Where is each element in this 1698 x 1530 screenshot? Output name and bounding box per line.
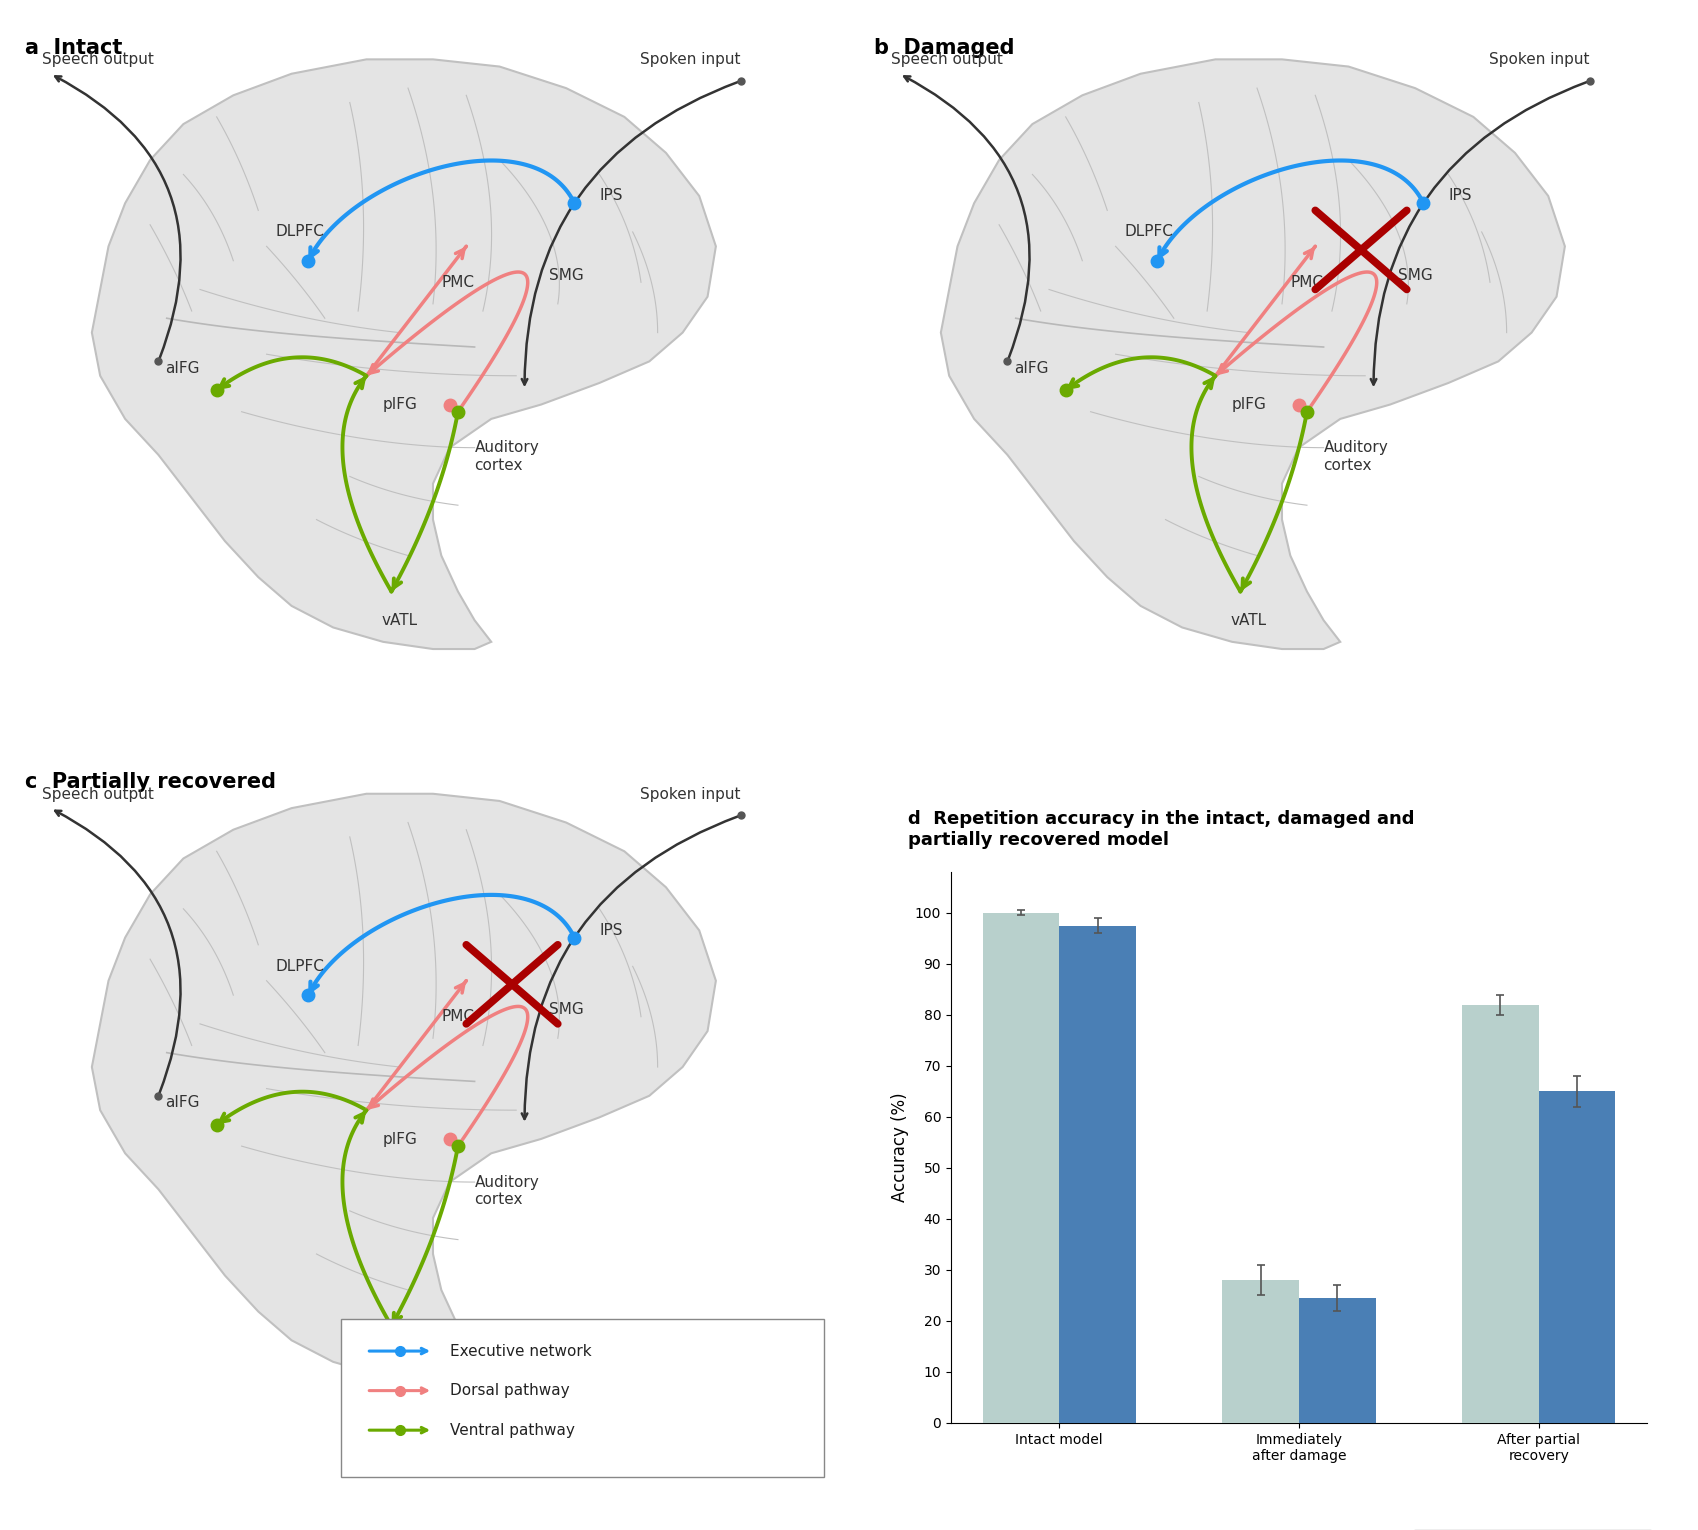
Text: Auditory
cortex: Auditory cortex (1324, 441, 1389, 473)
Text: vATL: vATL (1231, 614, 1267, 629)
Bar (1223, 1281, 1299, 1423)
Bar (1060, 926, 1136, 1423)
Polygon shape (941, 60, 1566, 649)
FancyBboxPatch shape (341, 1319, 824, 1476)
Text: IPS: IPS (599, 923, 623, 938)
Text: Executive network: Executive network (450, 1343, 591, 1359)
Text: SMG: SMG (1399, 268, 1433, 283)
Bar (983, 913, 1060, 1423)
Text: Speech output: Speech output (42, 786, 155, 802)
Text: b  Damaged: b Damaged (874, 38, 1015, 58)
Y-axis label: Accuracy (%): Accuracy (%) (891, 1092, 908, 1203)
Text: Spoken input: Spoken input (640, 786, 740, 802)
Text: vATL: vATL (382, 1348, 418, 1363)
Text: Auditory
cortex: Auditory cortex (475, 1175, 540, 1207)
Text: SMG: SMG (550, 268, 584, 283)
Text: d  Repetition accuracy in the intact, damaged and
partially recovered model: d Repetition accuracy in the intact, dam… (908, 811, 1414, 849)
Polygon shape (92, 794, 717, 1383)
Text: IPS: IPS (1448, 188, 1472, 203)
Text: Ventral pathway: Ventral pathway (450, 1423, 574, 1438)
Text: DLPFC: DLPFC (275, 958, 324, 973)
Text: PMC: PMC (441, 275, 474, 289)
Text: aIFG: aIFG (1014, 361, 1049, 376)
Text: PMC: PMC (441, 1010, 474, 1024)
Text: PMC: PMC (1290, 275, 1323, 289)
Text: Spoken input: Spoken input (1489, 52, 1589, 67)
Text: IPS: IPS (599, 188, 623, 203)
Text: DLPFC: DLPFC (275, 223, 324, 239)
Text: aIFG: aIFG (165, 1095, 200, 1111)
Text: pIFG: pIFG (384, 1132, 418, 1148)
Text: Auditory
cortex: Auditory cortex (475, 441, 540, 473)
Text: Dorsal pathway: Dorsal pathway (450, 1383, 569, 1398)
Text: SMG: SMG (550, 1002, 584, 1017)
Bar (1462, 1005, 1538, 1423)
Text: pIFG: pIFG (384, 398, 418, 413)
Bar (1538, 1091, 1615, 1423)
Text: vATL: vATL (382, 614, 418, 629)
Bar (1299, 1297, 1375, 1423)
Text: c  Partially recovered: c Partially recovered (25, 773, 277, 793)
Text: Speech output: Speech output (891, 52, 1004, 67)
Text: Speech output: Speech output (42, 52, 155, 67)
Text: Spoken input: Spoken input (640, 52, 740, 67)
Text: aIFG: aIFG (165, 361, 200, 376)
Text: DLPFC: DLPFC (1124, 223, 1173, 239)
Text: a  Intact: a Intact (25, 38, 122, 58)
Polygon shape (92, 60, 717, 649)
Text: pIFG: pIFG (1233, 398, 1267, 413)
